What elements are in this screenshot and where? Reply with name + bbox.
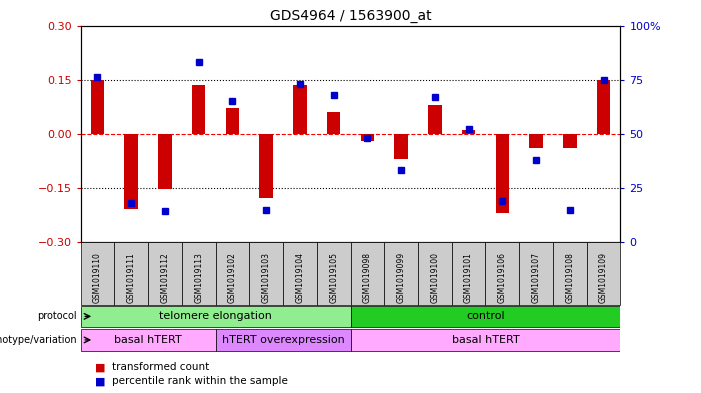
Bar — [81, 329, 216, 351]
Text: GSM1019113: GSM1019113 — [194, 252, 203, 303]
Text: control: control — [466, 311, 505, 321]
Text: GSM1019110: GSM1019110 — [93, 252, 102, 303]
Title: GDS4964 / 1563900_at: GDS4964 / 1563900_at — [270, 9, 431, 23]
Text: ■: ■ — [95, 376, 105, 386]
Bar — [216, 329, 350, 351]
Bar — [496, 134, 509, 213]
Text: GSM1019102: GSM1019102 — [228, 252, 237, 303]
Text: GSM1019111: GSM1019111 — [127, 252, 136, 303]
Text: GSM1019100: GSM1019100 — [430, 252, 440, 303]
Text: GSM1019099: GSM1019099 — [397, 252, 406, 303]
Text: GSM1019098: GSM1019098 — [363, 252, 372, 303]
Text: GSM1019104: GSM1019104 — [295, 252, 304, 303]
Text: GSM1019106: GSM1019106 — [498, 252, 507, 303]
Bar — [259, 134, 273, 198]
Text: GSM1019103: GSM1019103 — [261, 252, 271, 303]
Bar — [81, 306, 350, 327]
Bar — [293, 85, 306, 134]
Text: ■: ■ — [95, 362, 105, 373]
Bar — [192, 85, 205, 134]
Text: GSM1019112: GSM1019112 — [161, 252, 170, 303]
Text: GSM1019107: GSM1019107 — [531, 252, 540, 303]
Bar — [327, 112, 341, 134]
Text: basal hTERT: basal hTERT — [114, 335, 182, 345]
Text: percentile rank within the sample: percentile rank within the sample — [112, 376, 288, 386]
Text: transformed count: transformed count — [112, 362, 210, 373]
Bar — [90, 79, 104, 134]
Bar — [597, 79, 611, 134]
Text: hTERT overexpression: hTERT overexpression — [222, 335, 344, 345]
Bar — [226, 108, 239, 134]
Text: protocol: protocol — [37, 311, 77, 321]
Text: GSM1019108: GSM1019108 — [565, 252, 574, 303]
Text: basal hTERT: basal hTERT — [451, 335, 519, 345]
Text: GSM1019109: GSM1019109 — [599, 252, 608, 303]
Bar — [350, 329, 620, 351]
Text: telomere elongation: telomere elongation — [159, 311, 272, 321]
Bar — [563, 134, 576, 148]
Bar — [529, 134, 543, 148]
Bar — [462, 130, 475, 134]
Bar — [125, 134, 138, 209]
Text: genotype/variation: genotype/variation — [0, 335, 77, 345]
Bar — [350, 306, 620, 327]
Bar — [428, 105, 442, 134]
Text: GSM1019105: GSM1019105 — [329, 252, 338, 303]
Bar — [360, 134, 374, 141]
Bar — [158, 134, 172, 189]
Text: GSM1019101: GSM1019101 — [464, 252, 473, 303]
Bar — [395, 134, 408, 159]
